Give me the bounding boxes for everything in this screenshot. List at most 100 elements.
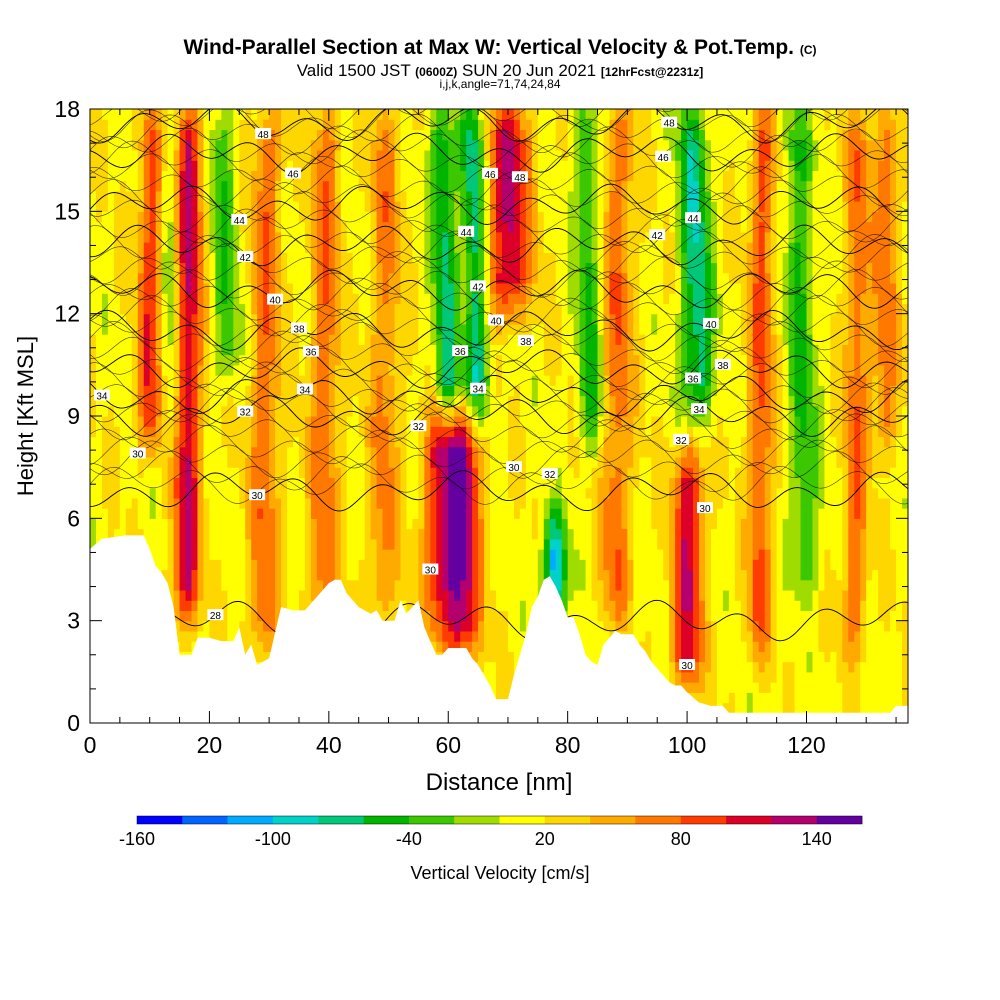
velocity-cell bbox=[90, 129, 97, 141]
velocity-cell bbox=[173, 549, 181, 560]
velocity-cell bbox=[340, 364, 348, 376]
velocity-cell bbox=[221, 518, 228, 530]
velocity-cell bbox=[501, 446, 509, 458]
velocity-cell bbox=[537, 344, 545, 356]
velocity-cell bbox=[501, 282, 509, 294]
velocity-cell bbox=[352, 109, 360, 120]
velocity-cell bbox=[233, 139, 240, 151]
velocity-cell bbox=[370, 487, 378, 499]
velocity-cell bbox=[310, 589, 318, 601]
velocity-cell bbox=[466, 119, 473, 131]
velocity-cell bbox=[119, 344, 127, 356]
velocity-cell bbox=[155, 416, 163, 427]
velocity-cell bbox=[263, 436, 270, 448]
velocity-cell bbox=[155, 109, 163, 120]
velocity-cell bbox=[484, 497, 491, 509]
velocity-cell bbox=[149, 242, 157, 253]
velocity-cell bbox=[537, 508, 545, 519]
velocity-cell bbox=[287, 569, 294, 581]
velocity-cell bbox=[251, 364, 258, 376]
velocity-cell bbox=[507, 303, 515, 315]
velocity-cell bbox=[567, 344, 575, 356]
velocity-cell bbox=[436, 221, 443, 233]
velocity-cell bbox=[125, 293, 133, 305]
velocity-cell bbox=[430, 416, 437, 427]
velocity-cell bbox=[555, 160, 563, 171]
velocity-cell bbox=[113, 385, 121, 397]
velocity-cell bbox=[101, 364, 109, 376]
velocity-cell bbox=[203, 201, 211, 212]
velocity-cell bbox=[496, 129, 503, 141]
velocity-cell bbox=[490, 600, 497, 612]
velocity-cell bbox=[328, 334, 336, 345]
velocity-cell bbox=[501, 201, 509, 212]
velocity-cell bbox=[215, 569, 222, 581]
velocity-cell bbox=[203, 242, 211, 253]
velocity-cell bbox=[555, 180, 563, 192]
velocity-cell bbox=[275, 508, 282, 519]
velocity-cell bbox=[460, 180, 467, 192]
velocity-cell bbox=[95, 160, 103, 171]
velocity-cell bbox=[394, 600, 402, 612]
velocity-cell bbox=[203, 252, 211, 264]
velocity-cell bbox=[430, 569, 437, 581]
velocity-cell bbox=[454, 538, 461, 550]
velocity-cell bbox=[245, 620, 252, 632]
velocity-cell bbox=[107, 426, 115, 438]
velocity-cell bbox=[543, 109, 551, 120]
velocity-cell bbox=[233, 180, 240, 192]
velocity-cell bbox=[537, 549, 545, 560]
velocity-cell bbox=[143, 242, 151, 253]
velocity-cell bbox=[507, 579, 515, 591]
velocity-cell bbox=[328, 180, 336, 192]
velocity-cell bbox=[454, 252, 461, 264]
velocity-cell bbox=[287, 293, 294, 305]
velocity-cell bbox=[281, 436, 288, 448]
velocity-cell bbox=[484, 303, 491, 315]
velocity-cell bbox=[430, 129, 437, 141]
velocity-cell bbox=[364, 272, 372, 284]
velocity-cell bbox=[567, 549, 575, 560]
velocity-cell bbox=[161, 201, 169, 212]
velocity-cell bbox=[561, 139, 569, 151]
velocity-cell bbox=[167, 242, 175, 253]
velocity-cell bbox=[119, 405, 127, 417]
velocity-cell bbox=[525, 508, 533, 519]
velocity-cell bbox=[519, 549, 527, 560]
velocity-cell bbox=[334, 477, 342, 489]
velocity-cell bbox=[179, 589, 187, 601]
velocity-cell bbox=[496, 538, 503, 550]
velocity-cell bbox=[472, 426, 479, 438]
velocity-cell bbox=[298, 119, 306, 131]
velocity-cell bbox=[137, 518, 145, 530]
velocity-cell bbox=[400, 375, 408, 386]
velocity-cell bbox=[233, 170, 240, 182]
velocity-cell bbox=[388, 446, 396, 458]
velocity-cell bbox=[484, 569, 491, 581]
velocity-cell bbox=[424, 600, 431, 612]
velocity-cell bbox=[298, 446, 306, 458]
velocity-cell bbox=[322, 129, 330, 141]
velocity-cell bbox=[149, 160, 157, 171]
velocity-cell bbox=[585, 630, 593, 642]
velocity-cell bbox=[203, 272, 211, 284]
velocity-cell bbox=[484, 313, 491, 325]
velocity-cell bbox=[561, 334, 569, 345]
velocity-cell bbox=[125, 139, 133, 151]
velocity-cell bbox=[310, 569, 318, 581]
velocity-cell bbox=[579, 293, 587, 305]
velocity-cell bbox=[519, 180, 527, 192]
velocity-cell bbox=[227, 149, 234, 161]
velocity-cell bbox=[155, 170, 163, 182]
velocity-cell bbox=[334, 231, 342, 243]
velocity-cell bbox=[179, 641, 187, 652]
velocity-cell bbox=[388, 538, 396, 550]
velocity-cell bbox=[257, 641, 264, 652]
velocity-cell bbox=[496, 671, 503, 683]
velocity-cell bbox=[418, 231, 425, 243]
velocity-cell bbox=[197, 119, 205, 131]
velocity-cell bbox=[185, 129, 193, 141]
velocity-cell bbox=[197, 109, 205, 120]
velocity-cell bbox=[269, 139, 276, 151]
velocity-cell bbox=[394, 405, 402, 417]
